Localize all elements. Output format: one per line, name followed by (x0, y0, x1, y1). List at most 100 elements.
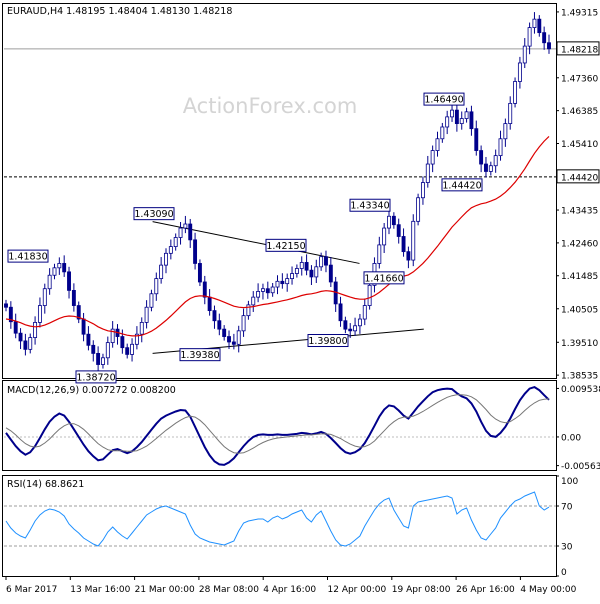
candle-body-up (101, 357, 105, 365)
candle-body-up (299, 262, 304, 269)
x-tick-label: 26 Apr 16:00 (456, 585, 515, 595)
candle-body-up (256, 291, 261, 298)
price-annotation-label: 1.43090 (134, 209, 173, 220)
y-tick-label: 1.49315 (561, 8, 598, 18)
rsi-line (5, 491, 550, 547)
y-tick-label: 1.39510 (561, 339, 598, 349)
candle-body-up (459, 118, 464, 125)
price-annotation-label: 1.44420 (442, 180, 481, 191)
price-annotation-label: 1.43340 (350, 201, 389, 212)
macd-header: MACD(12,26,9) 0.007272 0.008200 (7, 385, 176, 396)
candle-body-up (139, 322, 144, 335)
rsi-y-tick-label: 70 (561, 503, 573, 513)
candle-body-up (353, 325, 358, 332)
candle-body-up (508, 102, 513, 125)
candle-body-up (251, 296, 256, 306)
price-annotation-label: 1.38720 (76, 372, 115, 383)
candle-body-down (125, 347, 130, 355)
candle-body-down (217, 320, 222, 330)
y-tick-label: 1.46385 (561, 107, 598, 117)
candle-body-down (231, 341, 236, 345)
price-annotation-box (423, 92, 465, 106)
candle-body-up (420, 182, 425, 199)
candle-body-down (280, 280, 285, 285)
moving-average-line (5, 135, 550, 337)
x-tick-label: 21 Mar 00:00 (135, 585, 195, 595)
candle-body-down (227, 336, 231, 343)
candle-body-up (362, 305, 367, 320)
candle-body-down (76, 305, 81, 320)
candle-body-down (8, 306, 13, 323)
price-annotation-label: 1.39380 (180, 350, 219, 361)
candle-body-up (144, 306, 149, 323)
candle-body-up (270, 286, 275, 294)
price-annotation-label: 1.41660 (364, 273, 403, 284)
rsi-y-tick-label: 30 (561, 543, 573, 553)
x-tick-label: 28 Mar 08:00 (199, 585, 259, 595)
candle-body-down (537, 18, 542, 34)
candle-body-up (47, 274, 52, 290)
macd-signal-line (5, 394, 550, 454)
x-tick-label: 13 Mar 16:00 (70, 585, 130, 595)
price-annotation-label: 1.46490 (424, 95, 463, 106)
candle-body-down (71, 289, 76, 306)
price-annotation-box (179, 348, 221, 362)
candle-body-down (391, 215, 396, 226)
candle-body-down (4, 303, 8, 308)
candle-body-down (222, 328, 227, 337)
candle-body-up (275, 280, 280, 288)
candle-body-down (18, 332, 23, 342)
candle-body-up (236, 330, 241, 345)
candle-body-up (178, 227, 183, 238)
y-tick-label: 1.38535 (561, 372, 598, 382)
candle-body-up (527, 27, 532, 47)
candle-body-up (159, 264, 164, 280)
candle-body-down (542, 32, 547, 44)
candle-body-up (52, 267, 57, 276)
candle-body-down (343, 320, 348, 330)
y-tick-label: 1.43435 (561, 207, 598, 217)
candle-body-up (285, 278, 290, 285)
candle-body-down (120, 336, 125, 349)
candle-body-down (324, 256, 328, 266)
candle-body-down (23, 340, 28, 350)
candle-body-up (294, 268, 299, 274)
x-tick-label: 12 Apr 00:00 (328, 585, 387, 595)
candle-body-down (91, 344, 96, 354)
candle-body-up (130, 343, 135, 355)
candle-body-down (96, 353, 101, 365)
candle-body-down (348, 328, 353, 332)
rsi-panel-frame (2, 475, 557, 577)
macd-y-tick-label: -0.005637 (561, 462, 600, 472)
price-panel-frame (2, 3, 557, 379)
candle-body-up (440, 126, 445, 140)
y-tick-label: 1.40505 (561, 305, 598, 315)
macd-y-tick-label: 0.00 (561, 433, 581, 443)
candle-body-up (513, 81, 518, 104)
candle-body-up (246, 304, 251, 317)
price-header: EURAUD,H4 1.48195 1.48404 1.48130 1.4821… (7, 6, 232, 17)
price-annotation-label: 1.39800 (308, 336, 347, 347)
price-annotation-box (363, 271, 405, 285)
macd-y-tick-label: 0.009538 (561, 385, 600, 395)
x-tick-label: 19 Apr 08:00 (392, 585, 451, 595)
y-tick-label: 1.45410 (561, 140, 598, 150)
candle-body-up (261, 288, 265, 292)
price-annotation-box (441, 178, 483, 192)
price-annotation-box (349, 198, 391, 212)
y-tick-label: 1.41485 (561, 272, 598, 282)
candle-body-down (304, 262, 309, 271)
candle-body-down (202, 281, 207, 298)
candle-body-up (57, 263, 62, 269)
price-annotation-box (265, 238, 307, 252)
current-price-label: 1.48218 (561, 45, 598, 55)
candle-body-up (488, 165, 493, 172)
candle-body-down (547, 42, 551, 50)
candle-body-down (13, 321, 18, 334)
candle-body-down (309, 269, 314, 278)
price-annotation-box (133, 207, 175, 221)
price-annotation-box (7, 249, 49, 263)
candle-body-up (435, 138, 440, 151)
